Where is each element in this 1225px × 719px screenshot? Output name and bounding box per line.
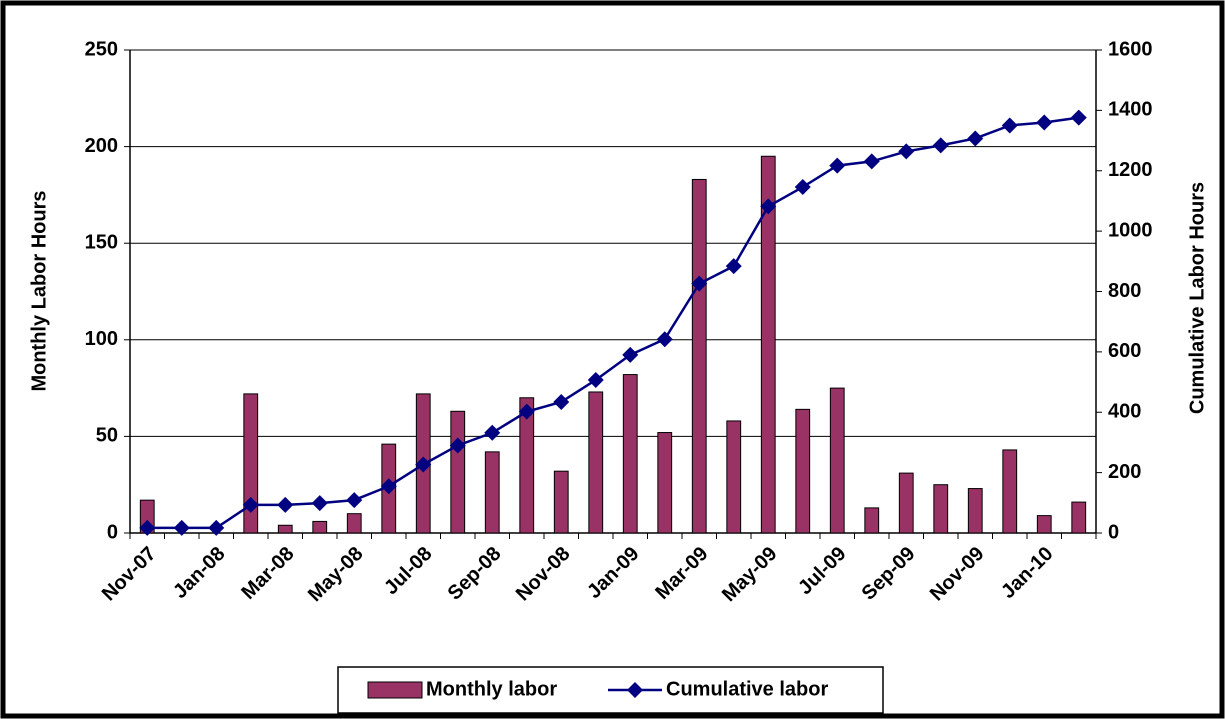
marker [346, 492, 363, 509]
marker [587, 371, 604, 388]
bar [622, 374, 638, 534]
marker [380, 478, 397, 495]
marker [277, 496, 294, 513]
bar [967, 488, 983, 534]
bar [933, 484, 949, 534]
legend-swatch [367, 681, 423, 699]
legend-label: Monthly labor [426, 678, 557, 700]
y-tick-label: 250 [85, 38, 118, 60]
marker [725, 258, 742, 275]
bar [795, 408, 811, 534]
marker [794, 179, 811, 196]
marker [898, 143, 915, 160]
y2-axis-title: Cumulative Labor Hours [1186, 182, 1208, 414]
marker [518, 403, 535, 420]
bar [1036, 515, 1052, 534]
y-tick-label: 200 [85, 135, 118, 157]
bar [726, 420, 742, 534]
bar [450, 410, 466, 534]
bar [519, 397, 535, 534]
y2-tick-label: 1200 [1108, 159, 1153, 181]
line [147, 116, 1079, 530]
y-tick-label: 150 [85, 231, 118, 253]
bar [588, 391, 604, 534]
marker [484, 424, 501, 441]
bar [277, 524, 293, 534]
bar [484, 451, 500, 534]
y2-tick-label: 1600 [1108, 38, 1153, 60]
bar [829, 387, 845, 534]
bar [243, 393, 259, 534]
y2-tick-label: 1400 [1108, 99, 1153, 121]
y-tick-label: 50 [96, 425, 118, 447]
bar [312, 520, 328, 534]
y2-tick-label: 1000 [1108, 219, 1153, 241]
marker [553, 393, 570, 410]
bar [898, 472, 914, 534]
marker [622, 346, 639, 363]
marker [691, 275, 708, 292]
marker [242, 496, 259, 513]
y2-tick-label: 200 [1108, 461, 1141, 483]
bar [760, 155, 776, 534]
marker [311, 495, 328, 512]
bar [1002, 449, 1018, 534]
bar [657, 432, 673, 534]
bar [691, 178, 707, 534]
bar [1071, 501, 1087, 534]
y-tick-label: 100 [85, 328, 118, 350]
marker [139, 519, 156, 536]
marker [415, 456, 432, 473]
marker [656, 331, 673, 348]
legend-label: Cumulative labor [666, 678, 828, 700]
legend-marker [627, 682, 643, 698]
marker [863, 153, 880, 170]
marker [967, 130, 984, 147]
y2-tick-label: 400 [1108, 401, 1141, 423]
marker [449, 437, 466, 454]
marker [173, 519, 190, 536]
marker [208, 519, 225, 536]
marker [1036, 114, 1053, 131]
y-axis-title: Monthly Labor Hours [28, 190, 50, 391]
marker [1070, 109, 1087, 126]
bar [346, 513, 362, 534]
bar [553, 470, 569, 534]
marker [932, 137, 949, 154]
y2-tick-label: 600 [1108, 340, 1141, 362]
y2-tick-label: 800 [1108, 280, 1141, 302]
marker [1001, 117, 1018, 134]
bar [864, 507, 880, 534]
y2-tick-label: 0 [1108, 521, 1119, 543]
marker [829, 157, 846, 174]
marker [760, 198, 777, 215]
y-tick-label: 0 [107, 521, 118, 543]
